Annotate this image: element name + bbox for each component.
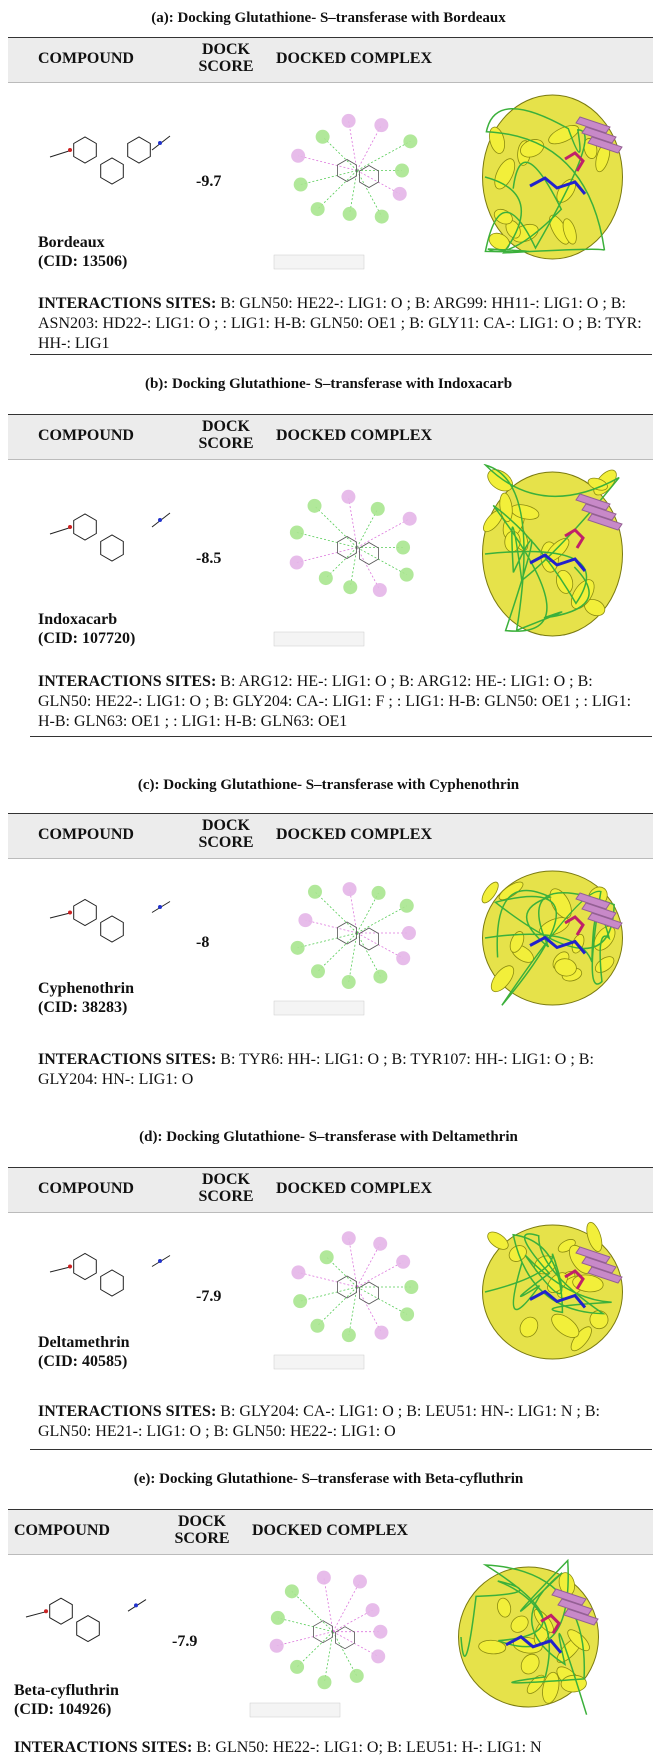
interaction-diagram [273, 113, 418, 270]
header-band [8, 813, 653, 859]
compound-cid: (CID: 107720) [38, 630, 136, 647]
protein-complex [482, 94, 623, 260]
interactions-label: INTERACTIONS SITES: [38, 673, 217, 690]
header-compound: COMPOUND [38, 50, 134, 67]
molecule-structure [49, 512, 171, 562]
molecule-structure [49, 1252, 171, 1297]
compound-label: Deltamethrin [38, 1334, 130, 1351]
compound-name: Indoxacarb (CID: 107720) [38, 610, 135, 648]
interaction-diagram [273, 489, 417, 647]
header-compound: COMPOUND [14, 1522, 110, 1539]
interactions-sites: B: GLY204: CA-: LIG1: O ; B: LEU51: HN-:… [38, 1403, 600, 1440]
interactions-label: INTERACTIONS SITES: [38, 1403, 217, 1420]
compound-cid: (CID: 38283) [38, 999, 128, 1016]
header-dock-score: DOCK SCORE [198, 1171, 254, 1205]
interactions-label: INTERACTIONS SITES: [38, 1051, 217, 1068]
header-band [8, 37, 653, 83]
dock-score: -8 [196, 934, 210, 951]
compound-name: Deltamethrin (CID: 40585) [38, 1333, 130, 1371]
compound-label: Bordeaux [38, 234, 105, 251]
interactions-text: INTERACTIONS SITES: B: GLN50: HE22-: LIG… [14, 1738, 626, 1758]
header-docked-complex: DOCKED COMPLEX [276, 1180, 432, 1197]
interaction-diagram [249, 1570, 388, 1718]
separator [30, 736, 652, 737]
protein-complex [482, 1221, 623, 1360]
panel-title: (c): Docking Glutathione- S–transferase … [137, 777, 520, 793]
interaction-diagram [273, 882, 416, 1016]
panel-title: (a): Docking Glutathione- S–transferase … [151, 10, 506, 26]
protein-complex [458, 1559, 599, 1715]
header-dock-score: DOCK SCORE [198, 817, 254, 851]
compound-name: Bordeaux (CID: 13506) [38, 233, 127, 271]
header-docked-complex: DOCKED COMPLEX [276, 50, 432, 67]
compound-name: Beta-cyfluthrin (CID: 104926) [14, 1681, 119, 1719]
header-docked-complex: DOCKED COMPLEX [276, 826, 432, 843]
interactions-text: INTERACTIONS SITES: B: ARG12: HE-: LIG1:… [38, 672, 650, 732]
protein-complex [482, 464, 623, 637]
interactions-sites: B: ARG12: HE-: LIG1: O ; B: ARG12: HE-: … [38, 673, 632, 730]
header-dock-score: DOCK SCORE [198, 418, 254, 452]
header-docked-complex: DOCKED COMPLEX [252, 1522, 408, 1539]
interactions-text: INTERACTIONS SITES: B: GLN50: HE22-: LIG… [38, 294, 650, 354]
protein-complex [481, 870, 623, 1006]
molecule-structure [25, 1597, 147, 1643]
compound-cid: (CID: 13506) [38, 253, 128, 270]
dock-score: -8.5 [196, 550, 222, 567]
header-band [8, 1509, 653, 1555]
header-compound: COMPOUND [38, 427, 134, 444]
header-dock-score: DOCK SCORE [174, 1513, 230, 1547]
interactions-label: INTERACTIONS SITES: [38, 295, 217, 312]
interactions-text: INTERACTIONS SITES: B: GLY204: CA-: LIG1… [38, 1402, 650, 1442]
interactions-sites: B: GLN50: HE22-: LIG1: O; B: LEU51: H-: … [196, 1739, 542, 1756]
compound-cid: (CID: 104926) [14, 1701, 112, 1718]
interactions-sites: B: GLN50: HE22-: LIG1: O ; B: ARG99: HH1… [38, 295, 642, 352]
interactions-text: INTERACTIONS SITES: B: TYR6: HH-: LIG1: … [38, 1050, 650, 1090]
header-compound: COMPOUND [38, 826, 134, 843]
molecule-structure [49, 898, 171, 943]
panel-title: (e): Docking Glutathione- S–transferase … [133, 1471, 524, 1487]
dock-score: -7.9 [196, 1288, 222, 1305]
dock-score: -7.9 [172, 1633, 198, 1650]
header-dock-score: DOCK SCORE [198, 41, 254, 75]
compound-label: Beta-cyfluthrin [14, 1682, 119, 1699]
compound-label: Indoxacarb [38, 611, 118, 628]
compound-name: Cyphenothrin (CID: 38283) [38, 979, 134, 1017]
header-band [8, 414, 653, 460]
separator [30, 1449, 652, 1450]
interactions-label: INTERACTIONS SITES: [14, 1739, 193, 1756]
panel-title: (d): Docking Glutathione- S–transferase … [139, 1129, 518, 1145]
compound-cid: (CID: 40585) [38, 1353, 128, 1370]
compound-label: Cyphenothrin [38, 980, 135, 997]
header-docked-complex: DOCKED COMPLEX [276, 427, 432, 444]
dock-score: -9.7 [196, 173, 222, 190]
molecule-structure [49, 135, 171, 185]
header-band [8, 1167, 653, 1213]
interactions-sites: B: TYR6: HH-: LIG1: O ; B: TYR107: HH-: … [38, 1051, 594, 1088]
interaction-diagram [273, 1231, 419, 1370]
header-compound: COMPOUND [38, 1180, 134, 1197]
panel-title: (b): Docking Glutathione- S–transferase … [144, 376, 513, 392]
separator [30, 354, 652, 355]
